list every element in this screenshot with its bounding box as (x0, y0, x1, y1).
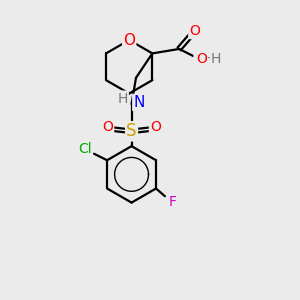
Text: S: S (126, 122, 137, 140)
Text: O: O (123, 32, 135, 47)
Text: H: H (118, 92, 128, 106)
Text: O: O (194, 54, 206, 68)
Text: H: H (204, 52, 214, 66)
Text: O: O (102, 120, 113, 134)
Text: Cl: Cl (78, 142, 92, 156)
Text: F: F (169, 195, 177, 208)
Text: O: O (196, 52, 207, 66)
Text: O: O (189, 23, 200, 38)
Text: H: H (211, 52, 221, 66)
Text: N: N (133, 95, 145, 110)
Text: O: O (150, 120, 161, 134)
Text: O: O (189, 24, 200, 38)
